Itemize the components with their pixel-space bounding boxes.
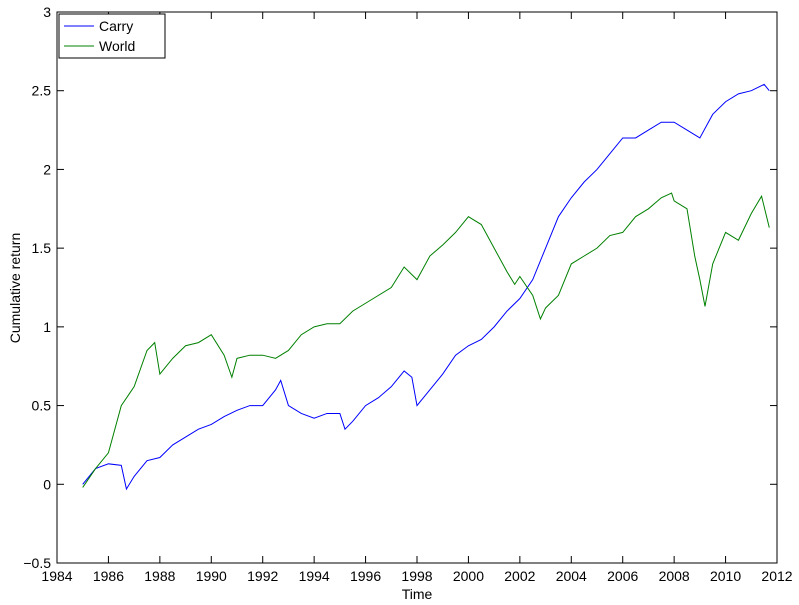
x-tick-label: 2010 (710, 568, 741, 584)
y-tick-label: 0.5 (32, 398, 52, 414)
series-line (82, 192, 770, 488)
x-axis-label: Time (402, 586, 433, 602)
y-tick-label: −0.5 (23, 555, 51, 571)
x-tick-label: 1988 (144, 568, 175, 584)
y-tick-label: 3 (43, 4, 51, 20)
y-tick-label: 0 (43, 476, 51, 492)
x-tick-label: 2002 (504, 568, 535, 584)
x-tick-label: 1984 (41, 568, 72, 584)
x-tick-label: 2008 (659, 568, 690, 584)
x-tick-label: 2000 (453, 568, 484, 584)
x-tick-label: 2012 (761, 568, 792, 584)
x-tick-label: 1990 (196, 568, 227, 584)
y-tick-label: 2.5 (32, 83, 52, 99)
x-tick-label: 1994 (299, 568, 330, 584)
x-tick-label: 1992 (247, 568, 278, 584)
x-tick-label: 2006 (607, 568, 638, 584)
legend-box (58, 13, 166, 59)
y-tick-label: 2 (43, 161, 51, 177)
x-tick-label: 1996 (350, 568, 381, 584)
x-tick-label: 1986 (93, 568, 124, 584)
y-tick-label: 1.5 (32, 240, 52, 256)
y-tick-label: 1 (43, 319, 51, 335)
x-tick-label: 2004 (556, 568, 587, 584)
axes-box (56, 11, 778, 564)
y-axis-label: Cumulative return (7, 233, 23, 344)
legend-label: World (99, 38, 135, 54)
series-line (82, 83, 770, 491)
legend-label: Carry (99, 18, 133, 34)
x-tick-label: 1998 (401, 568, 432, 584)
